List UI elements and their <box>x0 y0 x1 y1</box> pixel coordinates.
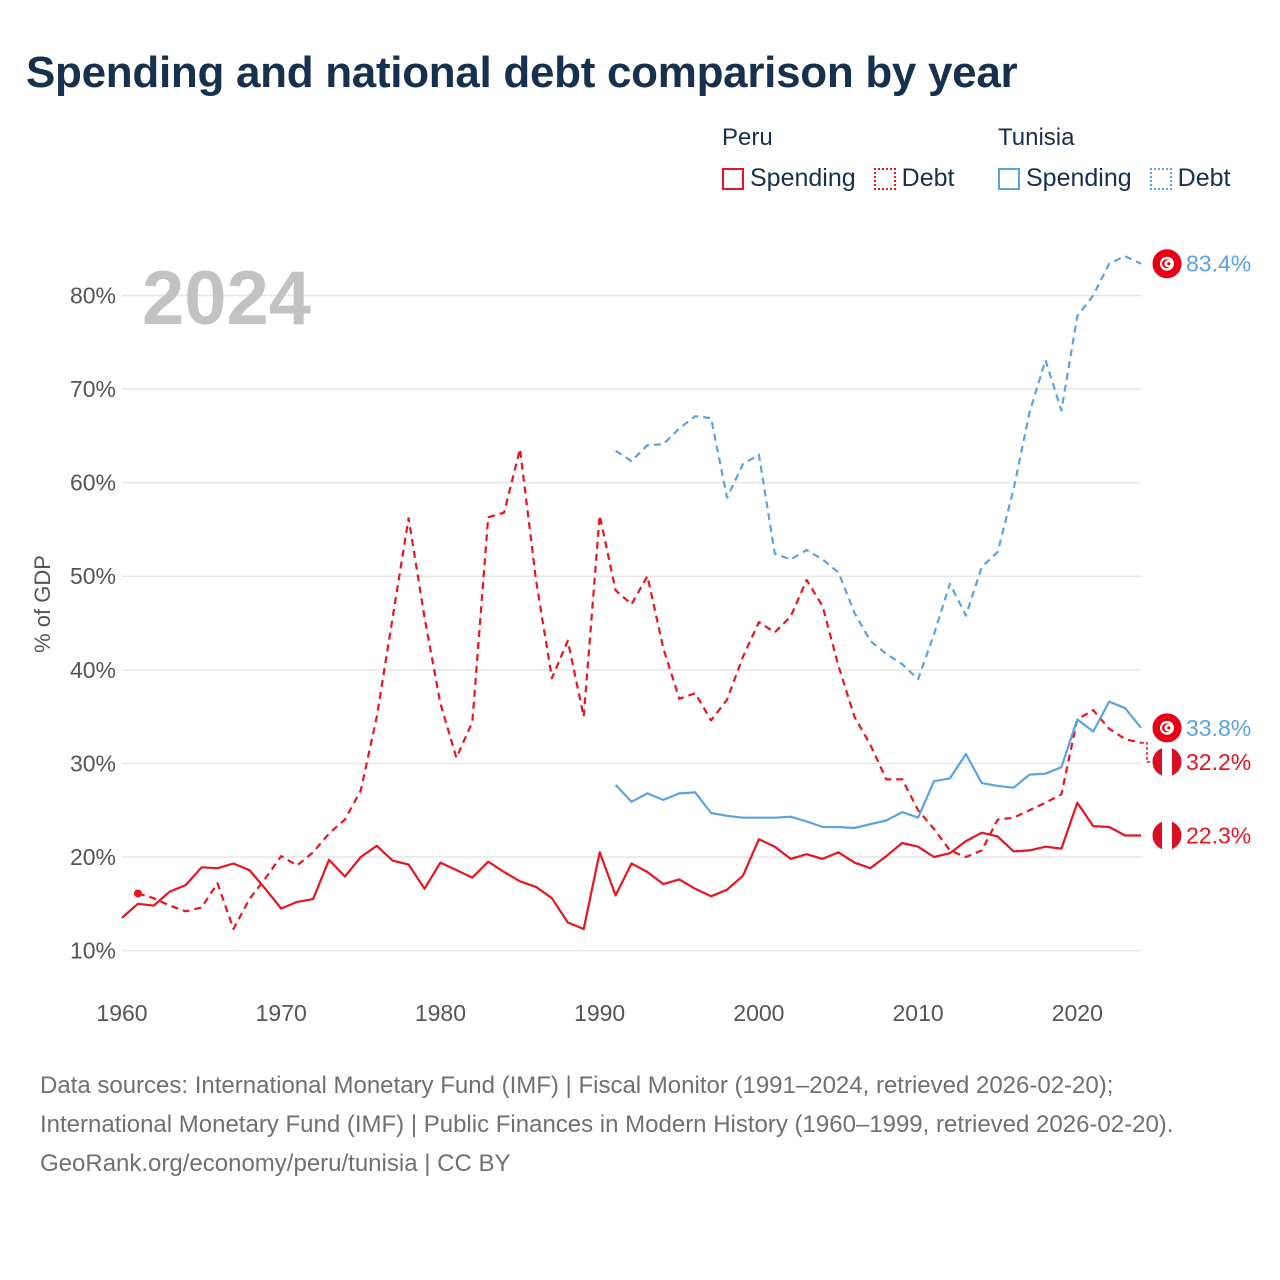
line-chart: 2024 % of GDP 10% 20% 30% 40% 50% 60% 70% 80% 1… <box>30 248 1251 1026</box>
legend-group-peru: Peru Spending Debt <box>722 124 954 193</box>
legend-swatch-dotted-icon <box>873 167 896 190</box>
legend-item-tunisia-debt[interactable]: Debt <box>1149 164 1231 193</box>
x-tick-label: 1990 <box>574 1000 625 1026</box>
tunisia-flag-icon <box>1151 248 1183 280</box>
credit-link[interactable]: GeoRank.org/economy/peru/tunisia | CC BY <box>40 1150 511 1177</box>
legend-swatch-dotted-icon <box>1149 167 1172 190</box>
series-line-peru-spending <box>121 801 1141 931</box>
y-tick-label: 40% <box>70 657 116 683</box>
x-tick-label: 2000 <box>733 1000 784 1026</box>
y-tick-label: 80% <box>70 283 116 309</box>
peru-flag-icon <box>1151 746 1183 778</box>
y-tick-label: 10% <box>70 938 116 964</box>
y-tick-label: 20% <box>70 844 116 870</box>
x-tick-label: 2010 <box>893 1000 944 1026</box>
chart-title: Spending and national debt comparison by… <box>26 48 1018 97</box>
y-tick-label: 30% <box>70 750 116 776</box>
end-value-label: 33.8% <box>1186 715 1251 741</box>
legend-label: Debt <box>1177 164 1231 192</box>
legend-country-tunisia: Tunisia <box>998 124 1075 151</box>
x-tick-label: 1960 <box>96 1000 147 1026</box>
y-axis-label: % of GDP <box>30 555 55 653</box>
end-value-label: 32.2% <box>1186 749 1251 775</box>
legend-item-peru-spending[interactable]: Spending <box>722 164 856 193</box>
data-sources: Data sources: International Monetary Fun… <box>40 1072 1174 1138</box>
peru-flag-icon <box>1151 819 1183 851</box>
x-tick-label: 1980 <box>415 1000 466 1026</box>
legend-label: Debt <box>901 164 955 192</box>
series-line-tunisia-spending <box>614 700 1142 830</box>
year-watermark: 2024 <box>142 256 311 341</box>
end-value-label: 22.3% <box>1186 822 1251 848</box>
legend-swatch-solid-icon <box>722 167 744 190</box>
end-label-connector <box>1141 742 1151 763</box>
legend-item-peru-debt[interactable]: Debt <box>873 164 955 193</box>
y-tick-label: 50% <box>70 563 116 589</box>
legend-label: Spending <box>750 164 856 192</box>
tunisia-flag-icon <box>1151 712 1183 744</box>
series-line-peru-debt <box>137 447 1142 931</box>
y-tick-label: 60% <box>70 470 116 496</box>
y-tick-label: 70% <box>70 376 116 402</box>
x-tick-label: 1970 <box>256 1000 307 1026</box>
legend-item-tunisia-spending[interactable]: Spending <box>998 164 1132 193</box>
x-tick-label: 2020 <box>1052 1000 1103 1026</box>
legend-swatch-solid-icon <box>998 167 1020 190</box>
footer: Data sources: International Monetary Fun… <box>40 1066 1240 1183</box>
legend-label: Spending <box>1026 164 1132 192</box>
legend-country-peru: Peru <box>722 124 773 151</box>
series-start-marker <box>133 889 142 898</box>
legend-group-tunisia: Tunisia Spending Debt <box>998 124 1230 193</box>
end-value-label: 83.4% <box>1186 251 1251 277</box>
series-line-tunisia-debt <box>615 255 1142 681</box>
